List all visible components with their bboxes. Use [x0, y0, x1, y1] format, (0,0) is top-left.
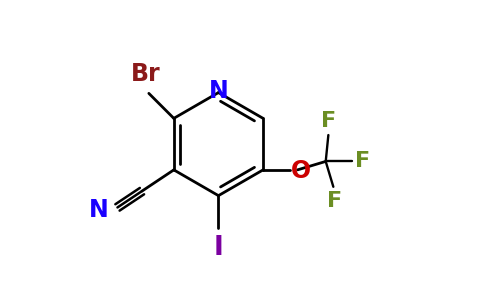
Text: F: F — [355, 152, 370, 171]
Text: F: F — [327, 191, 342, 211]
Text: O: O — [291, 159, 311, 183]
Text: N: N — [209, 79, 228, 103]
Text: I: I — [213, 236, 223, 261]
Text: F: F — [321, 111, 336, 130]
Text: Br: Br — [131, 62, 161, 86]
Text: N: N — [89, 198, 108, 222]
